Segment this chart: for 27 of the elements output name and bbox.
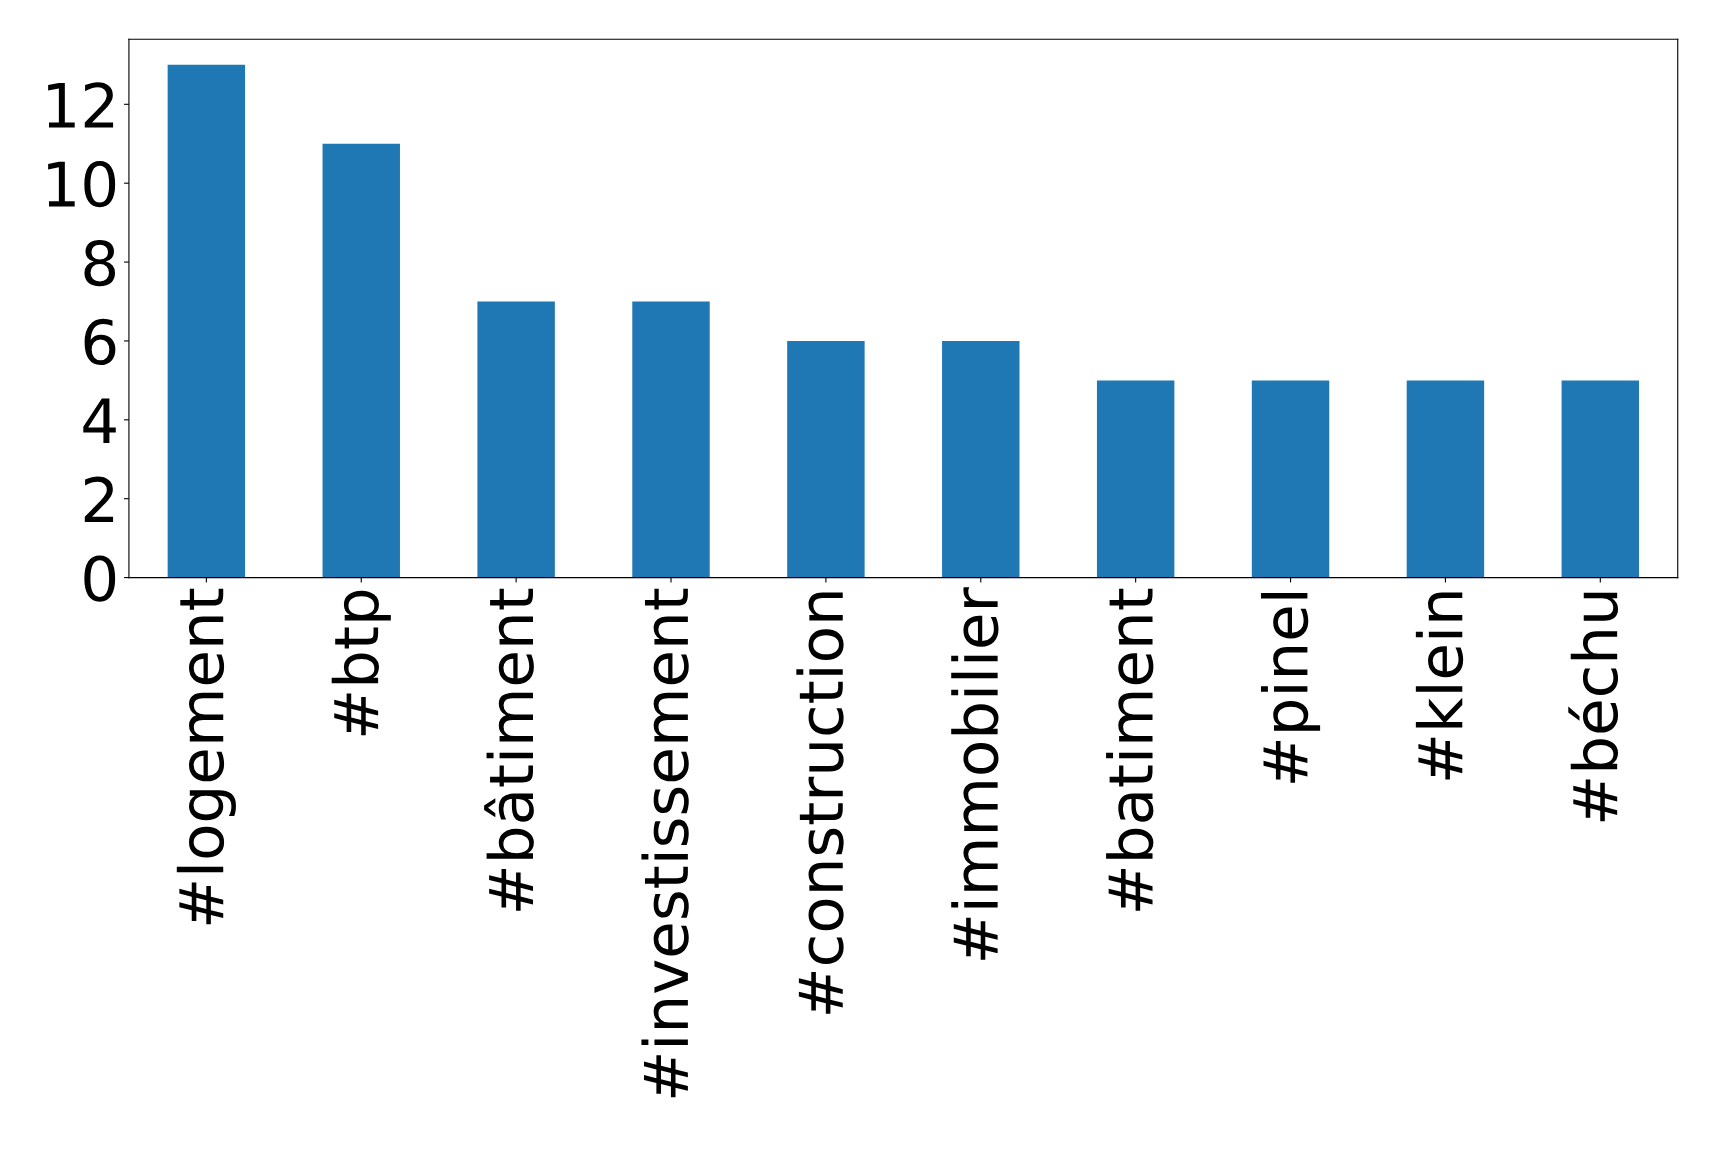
bar	[1406, 380, 1485, 578]
bar	[1561, 380, 1640, 578]
x-tick-label: #immobilier	[951, 587, 999, 960]
bar	[167, 64, 246, 578]
x-tick-label: #logement	[176, 588, 236, 925]
x-tick-label: #pinel	[1260, 593, 1321, 783]
y-tick-label: 6	[84, 318, 116, 366]
bar	[787, 340, 865, 578]
bar	[477, 301, 555, 578]
y-tick-label: 0	[84, 555, 116, 602]
y-tick-label: 8	[84, 239, 116, 287]
x-tick-label: #construction	[796, 592, 844, 1014]
x-tick-label: #btp	[331, 590, 391, 736]
x-tick-label: #klein	[1415, 592, 1464, 780]
bar	[322, 143, 400, 578]
bar	[632, 301, 710, 578]
y-tick-label: 4	[83, 398, 116, 444]
bar	[942, 340, 1020, 578]
x-tick-label: #investissement	[641, 588, 689, 1098]
x-tick-label: #bâtiment	[484, 588, 534, 911]
y-tick-label: 2	[84, 476, 114, 522]
bar	[1096, 380, 1175, 578]
bar	[1251, 380, 1330, 578]
x-tick-label: #béchu	[1568, 592, 1619, 822]
y-tick-label: 10	[48, 161, 116, 208]
x-tick-label: #batiment	[1106, 588, 1154, 911]
y-tick-label: 12	[48, 82, 114, 128]
